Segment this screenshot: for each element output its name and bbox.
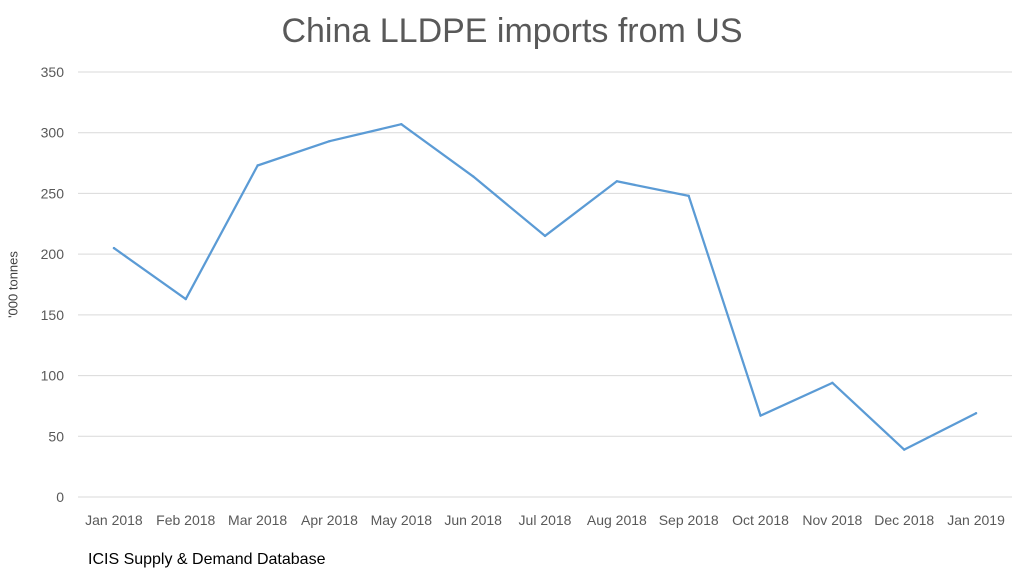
x-tick-label: Nov 2018	[802, 512, 862, 528]
series-group	[112, 123, 978, 451]
data-point	[543, 234, 547, 238]
y-tick-label: 100	[41, 368, 65, 384]
y-tick-label: 350	[41, 64, 65, 80]
data-point	[903, 448, 906, 451]
data-point	[687, 194, 690, 198]
x-tick-label: Jan 2018	[85, 512, 143, 528]
x-tick-label: Jul 2018	[519, 512, 572, 528]
data-point	[471, 175, 475, 178]
series-line	[113, 123, 977, 451]
y-tick-labels: 0 50 100 150 200 250 300 350	[41, 64, 65, 505]
gridlines	[78, 71, 1012, 498]
y-tick-label: 250	[41, 185, 65, 201]
x-tick-label: Dec 2018	[874, 512, 934, 528]
data-point	[615, 180, 619, 183]
x-tick-label: Apr 2018	[301, 512, 358, 528]
data-point	[831, 381, 834, 385]
data-point	[974, 412, 978, 415]
x-tick-label: Sep 2018	[659, 512, 719, 528]
data-point	[184, 297, 187, 301]
source-note: ICIS Supply & Demand Database	[88, 551, 326, 568]
x-tick-label: Mar 2018	[228, 512, 287, 528]
x-tick-label: Oct 2018	[732, 512, 789, 528]
data-point	[328, 140, 331, 143]
x-tick-labels: Jan 2018 Feb 2018 Mar 2018 Apr 2018 May 2018…	[85, 512, 1005, 528]
data-point	[400, 123, 403, 126]
y-tick-label: 300	[41, 125, 65, 141]
x-tick-label: Feb 2018	[156, 512, 215, 528]
y-tick-label: 50	[48, 428, 64, 444]
data-point	[759, 414, 762, 417]
x-tick-label: Aug 2018	[587, 512, 647, 528]
x-tick-label: May 2018	[371, 512, 433, 528]
x-tick-label: Jun 2018	[444, 512, 502, 528]
y-tick-label: 0	[56, 489, 64, 505]
data-point	[256, 164, 259, 167]
chart-title: China LLDPE imports from US	[281, 12, 743, 50]
data-point	[112, 246, 116, 250]
y-tick-label: 150	[41, 307, 65, 323]
x-tick-label: Jan 2019	[947, 512, 1005, 528]
y-tick-label: 200	[41, 246, 65, 262]
